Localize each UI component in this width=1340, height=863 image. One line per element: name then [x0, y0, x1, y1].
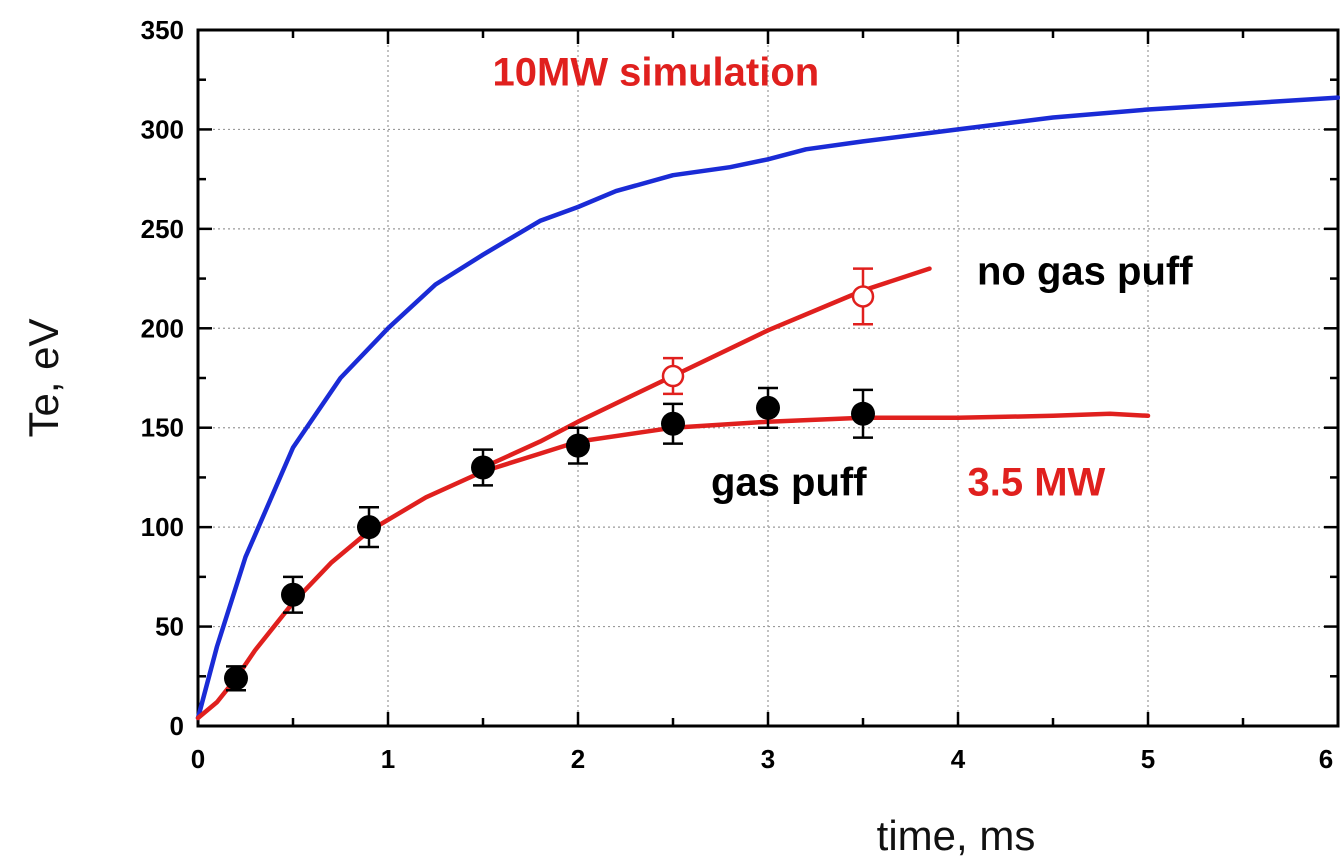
x-tick-label: 6 [1319, 744, 1333, 774]
y-tick-label: 200 [141, 313, 184, 343]
data-point [471, 455, 495, 480]
series-line-0 [195, 95, 1340, 721]
y-tick-label: 50 [155, 612, 184, 642]
series-line-1 [195, 411, 1151, 721]
y-tick-label: 350 [141, 15, 184, 45]
x-tick-label: 4 [951, 744, 966, 774]
data-point [224, 666, 248, 691]
y-tick-label: 0 [170, 711, 184, 741]
y-tick-label: 250 [141, 214, 184, 244]
annotation-label: gas puff [711, 460, 867, 504]
y-tick-label: 300 [141, 114, 184, 144]
x-axis-title: time, ms [877, 812, 1036, 859]
x-tick-label: 0 [191, 744, 205, 774]
data-point [851, 401, 875, 426]
grid [198, 30, 1338, 726]
data-point [661, 411, 685, 436]
data-point [357, 515, 381, 540]
y-tick-label: 150 [141, 413, 184, 443]
annotation-label: 3.5 MW [968, 460, 1106, 504]
series-layer [195, 95, 1340, 721]
x-tick-label: 1 [381, 744, 395, 774]
y-tick-label: 100 [141, 512, 184, 542]
data-point [566, 433, 590, 458]
data-point-open [661, 364, 685, 388]
x-tick-label: 5 [1141, 744, 1155, 774]
x-tick-label: 2 [571, 744, 585, 774]
x-tick-label: 3 [761, 744, 775, 774]
annotation-label: no gas puff [977, 250, 1193, 294]
annotations: 10MW simulation no gas puff gas puff 3.5 MW [493, 51, 1194, 505]
axis-ticks: 0 1 2 3 4 5 6 0 50 100 150 200 250 300 350 [141, 15, 1340, 774]
annotation-label: 10MW simulation [493, 51, 820, 95]
data-point [756, 395, 780, 420]
y-axis-title: Te, eV [20, 318, 67, 437]
data-point-open [851, 285, 875, 308]
data-point [281, 582, 305, 607]
